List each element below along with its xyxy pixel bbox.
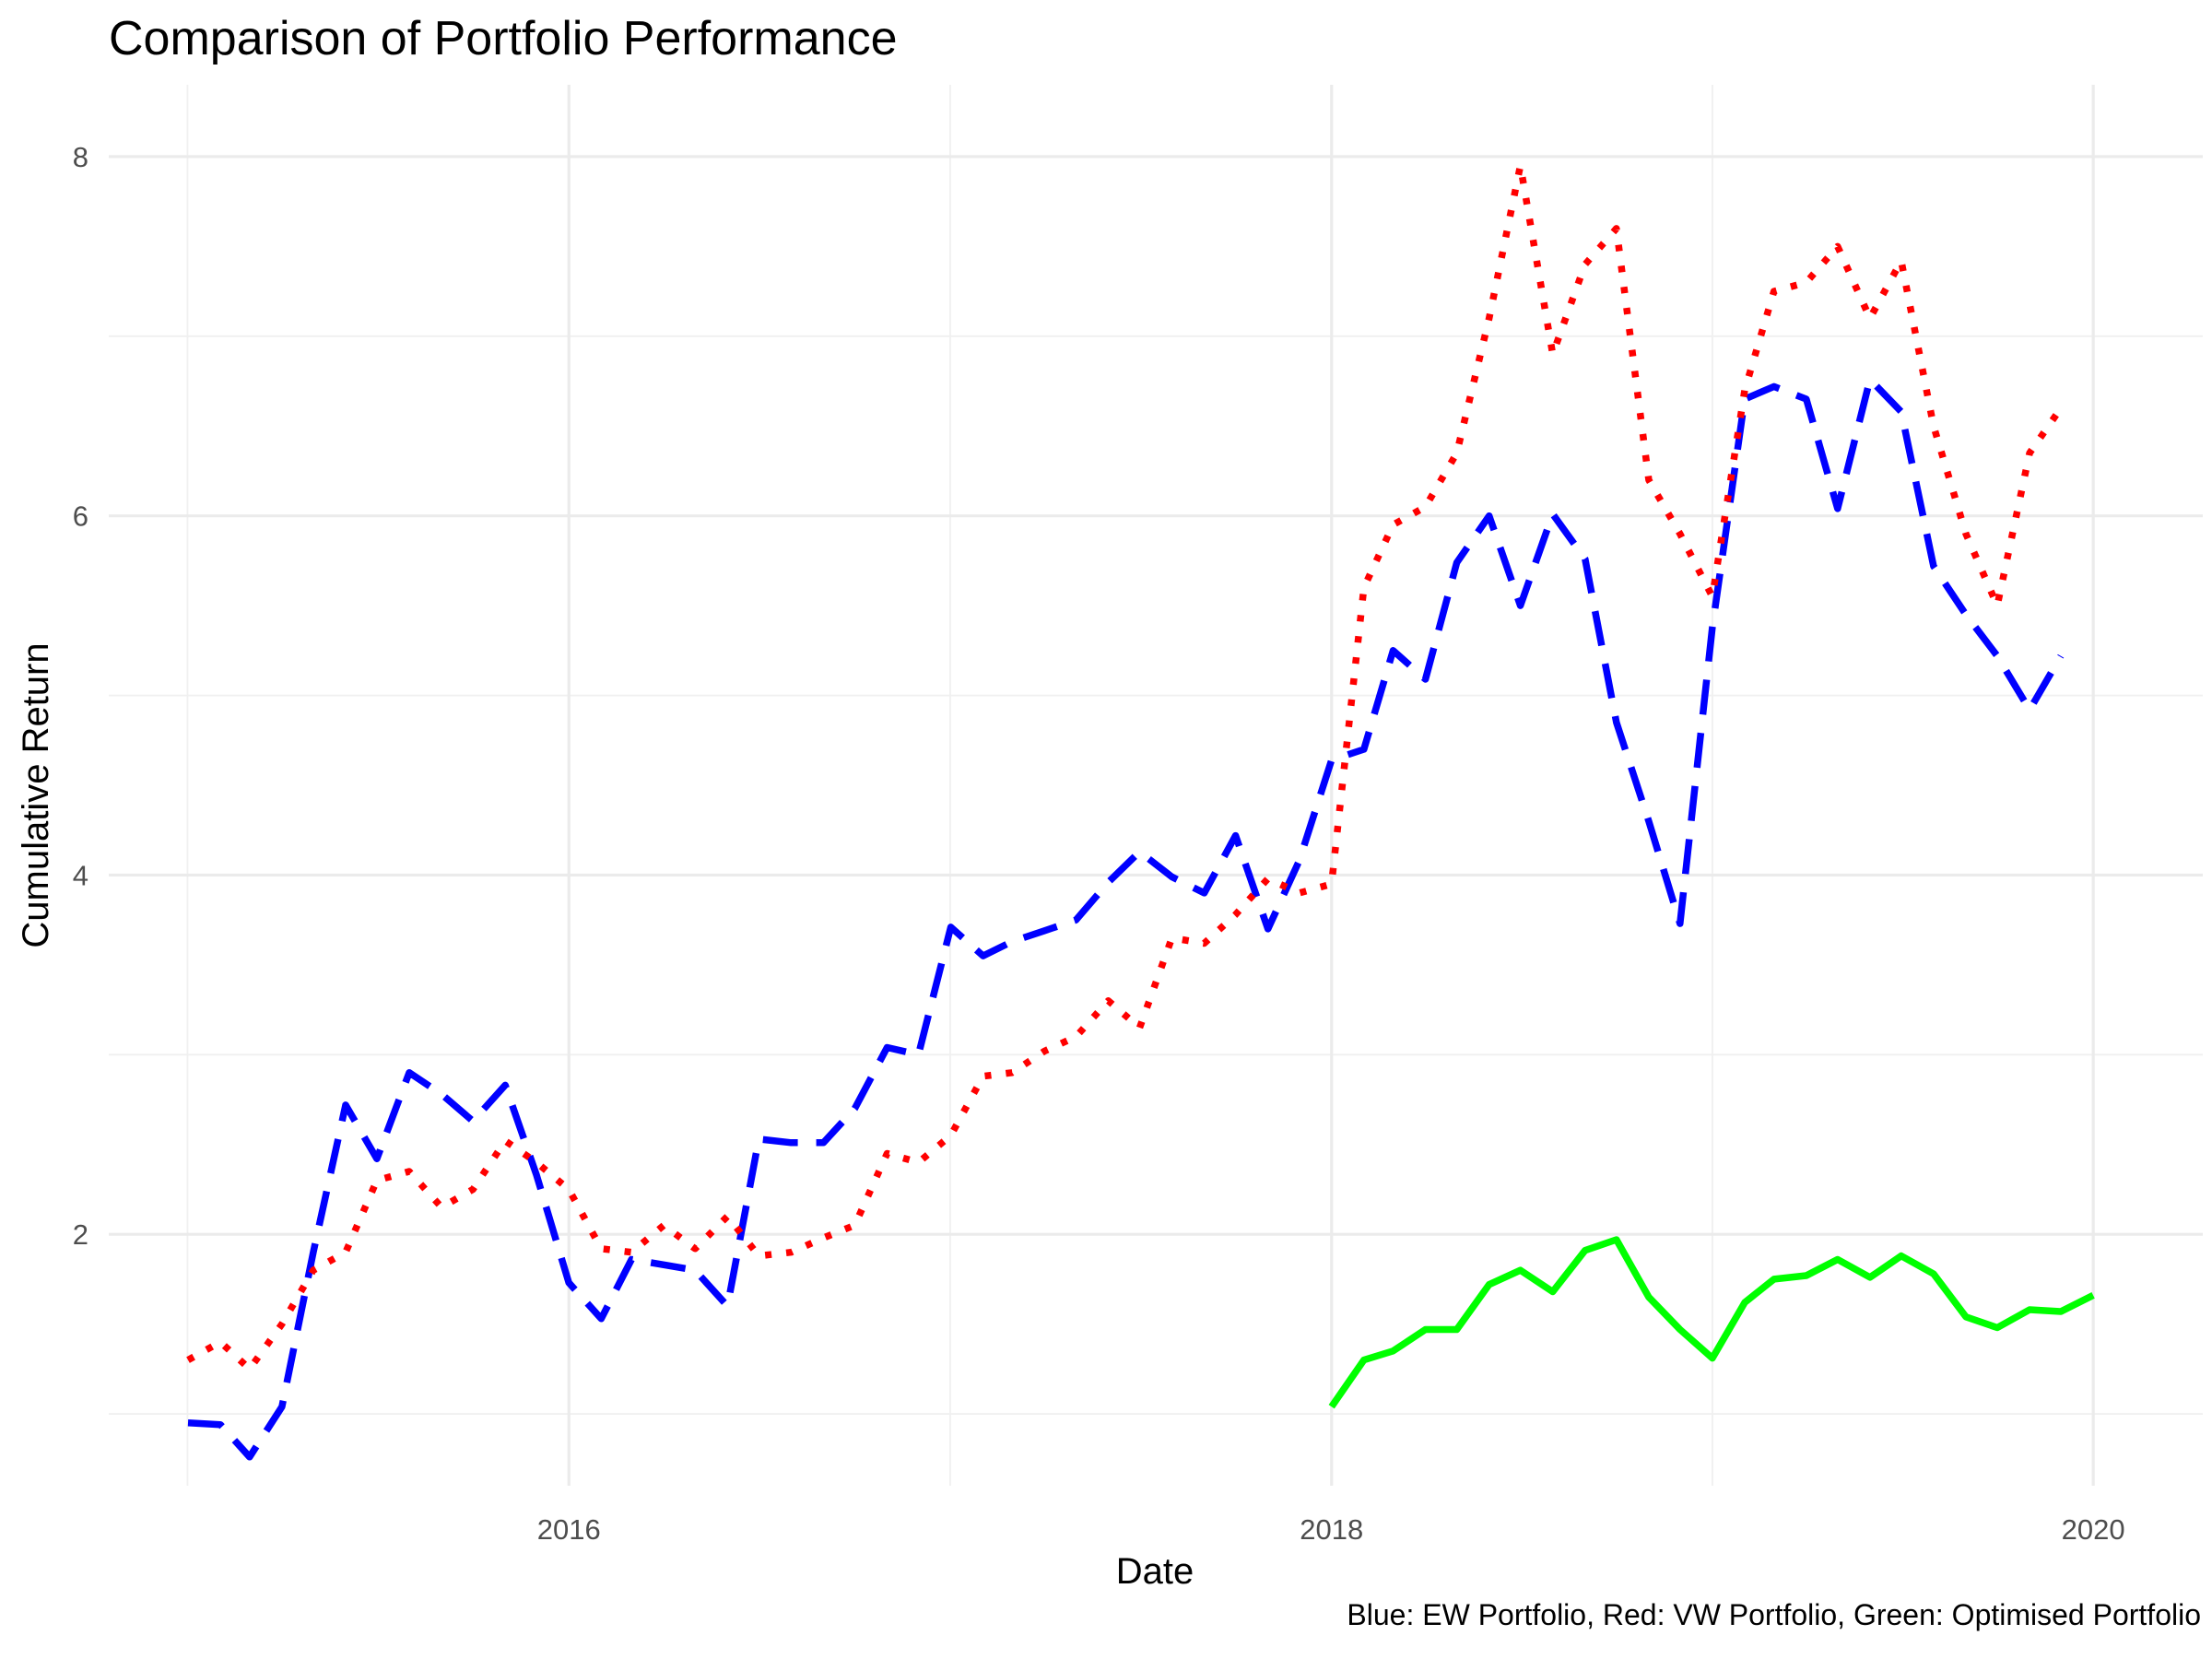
y-axis-title: Cumulative Return xyxy=(16,642,56,947)
y-tick-label-8: 8 xyxy=(73,141,88,173)
series-line-vw xyxy=(186,161,2065,1373)
series-line-opt xyxy=(1328,1236,2095,1409)
chart-caption: Blue: EW Portfolio, Red: VW Portfolio, G… xyxy=(1347,1598,2201,1631)
y-tick-label-2: 2 xyxy=(73,1218,88,1251)
x-axis-title: Date xyxy=(1116,1551,1194,1592)
series-lines xyxy=(186,161,2095,1461)
major-gridlines xyxy=(109,85,2203,1486)
chart-title: Comparison of Portfolio Performance xyxy=(109,12,898,65)
minor-gridlines xyxy=(109,85,2203,1486)
y-tick-label-6: 6 xyxy=(73,500,88,533)
series-line-ew xyxy=(187,375,2065,1461)
tick-labels: 2 4 6 8 2016 2018 2020 xyxy=(73,141,2125,1546)
x-tick-label-2016: 2016 xyxy=(537,1513,601,1546)
y-tick-label-4: 4 xyxy=(73,859,88,891)
x-tick-label-2020: 2020 xyxy=(2062,1513,2125,1546)
x-tick-label-2018: 2018 xyxy=(1300,1513,1363,1546)
